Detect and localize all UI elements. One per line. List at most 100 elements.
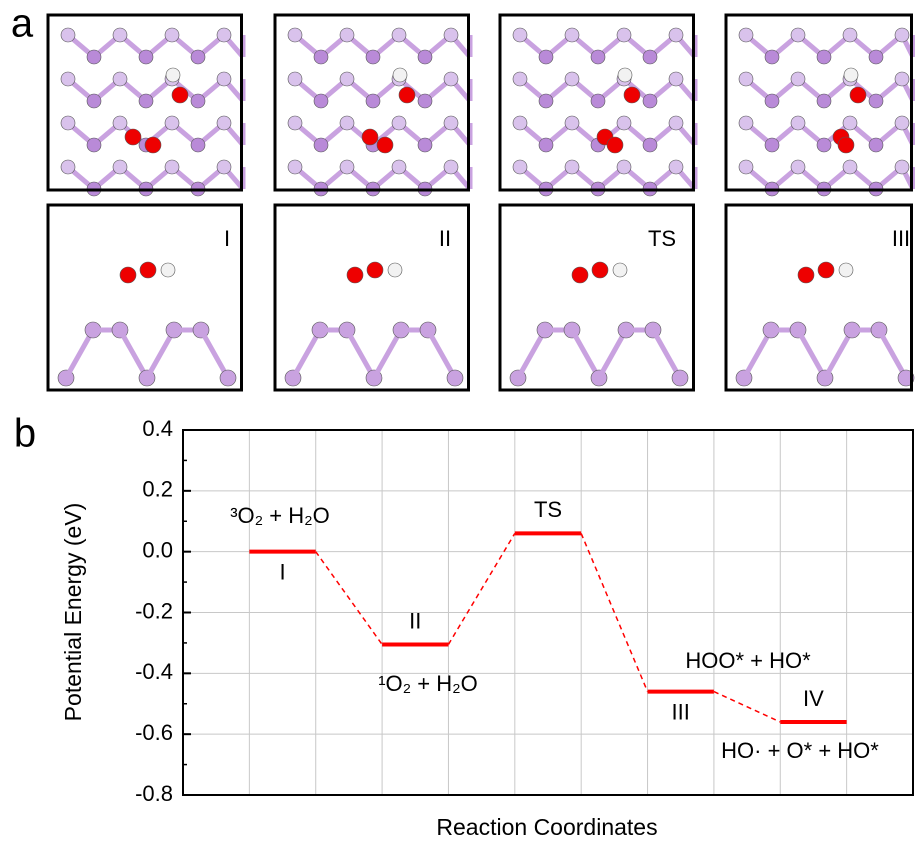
atom [669, 72, 683, 86]
atom [447, 370, 463, 386]
atom [844, 68, 858, 82]
atom [444, 116, 458, 130]
atom [839, 263, 853, 277]
atom [61, 28, 75, 42]
atom [288, 116, 302, 130]
atom [314, 94, 328, 108]
atom [288, 160, 302, 174]
atom [617, 116, 631, 130]
atom [817, 138, 831, 152]
atom [145, 137, 161, 153]
atom [444, 72, 458, 86]
x-axis-label: Reaction Coordinates [436, 814, 657, 840]
atom [513, 72, 527, 86]
atom [565, 160, 579, 174]
atom [367, 262, 383, 278]
annotation: HO· + O* + HO* [721, 738, 879, 763]
atom [765, 94, 779, 108]
level-label: TS [534, 497, 562, 522]
atom [591, 50, 605, 64]
atom [87, 50, 101, 64]
atom [61, 116, 75, 130]
atom [191, 94, 205, 108]
atom [113, 72, 127, 86]
atom [444, 160, 458, 174]
atom [617, 28, 631, 42]
atom [643, 138, 657, 152]
atom [172, 87, 188, 103]
atom [288, 28, 302, 42]
atom [843, 160, 857, 174]
structure-label: III [892, 226, 910, 251]
atom [817, 50, 831, 64]
y-tick-label: -0.8 [135, 781, 173, 806]
atom [592, 262, 608, 278]
atom [739, 28, 753, 42]
atom [288, 72, 302, 86]
atom [191, 50, 205, 64]
atom [572, 267, 588, 283]
atom [791, 116, 805, 130]
atom [399, 87, 415, 103]
atom [191, 138, 205, 152]
structure-label: I [224, 226, 230, 251]
atom [869, 50, 883, 64]
atom [669, 160, 683, 174]
y-tick-label: 0.2 [142, 477, 173, 502]
atom [838, 137, 854, 153]
atom [765, 138, 779, 152]
y-tick-label: -0.6 [135, 720, 173, 745]
atom [607, 137, 623, 153]
y-tick-label: -0.2 [135, 598, 173, 623]
y-tick-label: 0.4 [142, 416, 173, 441]
atom [565, 72, 579, 86]
atom [539, 138, 553, 152]
atom [895, 28, 909, 42]
atom [165, 116, 179, 130]
atom [87, 94, 101, 108]
atom [817, 94, 831, 108]
atom [366, 50, 380, 64]
atom [643, 50, 657, 64]
atom [314, 138, 328, 152]
atom [139, 50, 153, 64]
atom [113, 28, 127, 42]
atom [618, 68, 632, 82]
atom [643, 94, 657, 108]
atom [791, 72, 805, 86]
atom [165, 160, 179, 174]
atom [139, 94, 153, 108]
atom [669, 116, 683, 130]
atom [377, 137, 393, 153]
atom [739, 72, 753, 86]
atom [340, 28, 354, 42]
figure: a b IIITSIII -0.8-0.6-0.4-0.20.00.20.4II… [0, 0, 915, 846]
atom [314, 50, 328, 64]
atom [513, 160, 527, 174]
atom [739, 160, 753, 174]
atom [818, 262, 834, 278]
level-label: IV [803, 686, 824, 711]
atom [388, 263, 402, 277]
atom [113, 116, 127, 130]
atom [539, 50, 553, 64]
atom [217, 28, 231, 42]
atom [340, 72, 354, 86]
level-label: II [409, 608, 421, 633]
atom [591, 94, 605, 108]
panel-label: a [11, 2, 34, 46]
atom [444, 28, 458, 42]
atom [347, 267, 363, 283]
atom [791, 160, 805, 174]
atom [850, 87, 866, 103]
atom [791, 28, 805, 42]
atom [120, 267, 136, 283]
level-label: III [672, 699, 690, 724]
connector [714, 692, 780, 722]
y-tick-label: -0.4 [135, 659, 173, 684]
atom [843, 116, 857, 130]
atom [113, 160, 127, 174]
atom [617, 160, 631, 174]
atom [613, 263, 627, 277]
